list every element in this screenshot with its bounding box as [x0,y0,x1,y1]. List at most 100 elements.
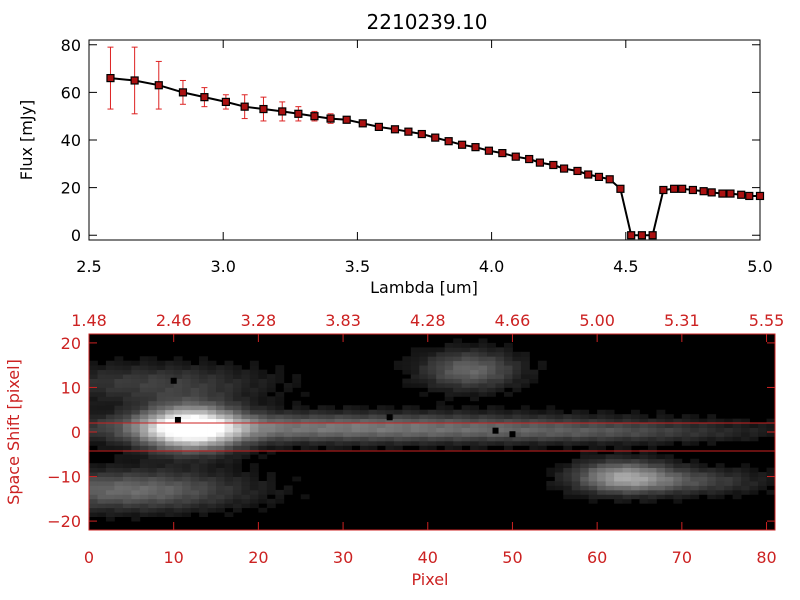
heatmap-cell [487,360,496,366]
heatmap-cell [503,436,513,442]
heatmap-cell [300,391,310,397]
heatmap-cell [478,423,488,428]
heatmap-cell [580,436,590,442]
heatmap-cell [503,440,513,446]
heatmap-cell [647,423,657,428]
image-top-tick-label: 3.28 [241,311,277,330]
heatmap-cell [444,418,454,424]
image-y-tick-label: −10 [47,468,81,487]
heatmap-cell [588,440,598,446]
heatmap-cell [622,432,632,437]
heatmap-cell [487,423,496,428]
heatmap-cell [673,481,683,486]
heatmap-cell [199,356,208,362]
heatmap-cell [503,427,513,433]
heatmap-cell [461,369,471,375]
heatmap-cell [182,454,192,460]
heatmap-cell [766,467,776,473]
heatmap-cell [410,360,420,366]
heatmap-cell [224,472,234,477]
heatmap-cell [207,409,217,415]
heatmap-cell [478,436,488,442]
heatmap-cell [393,423,403,428]
bad-pixel [386,414,393,421]
heatmap-cell [470,409,479,415]
heatmap-cell [351,414,361,420]
heatmap-cell [427,409,437,415]
heatmap-cell [122,476,132,482]
heatmap-cell [478,351,488,357]
heatmap-cell [402,423,412,428]
heatmap-cell [199,503,208,509]
heatmap-cell [266,378,276,384]
heatmap-cell [148,463,158,469]
heatmap-cell [639,494,649,500]
heatmap-cell [487,440,496,446]
heatmap-cell [105,467,115,473]
heatmap-cell [707,467,717,473]
heatmap-cell [156,436,166,442]
data-point [605,175,614,184]
heatmap-cell [190,400,200,406]
heatmap-cell [470,365,479,371]
heatmap-cell [139,512,149,518]
heatmap-cell [165,400,175,406]
heatmap-cell [89,489,98,495]
heatmap-cell [258,396,268,402]
heatmap-cell [673,423,683,428]
heatmap-cell [122,472,132,477]
heatmap-cell [758,472,767,477]
heatmap-cell [393,414,403,420]
spectrum-x-tick-label: 3.0 [210,257,235,276]
heatmap-cell [232,432,242,437]
heatmap-cell [724,432,734,437]
heatmap-cell [749,476,759,482]
heatmap-cell [224,383,234,388]
heatmap-cell [563,414,573,420]
heatmap-cell [292,427,302,433]
heatmap-cell [427,378,437,384]
heatmap-cell [283,432,293,437]
heatmap-cell [224,432,234,437]
heatmap-cell [139,485,149,491]
data-point [154,81,163,90]
heatmap-cell [461,418,471,424]
heatmap-cell [148,489,158,495]
heatmap-cell [216,481,225,486]
heatmap-cell [292,432,302,437]
image-top-tick-label: 5.31 [664,311,700,330]
heatmap-cell [275,374,285,379]
heatmap-cell [461,423,471,428]
heatmap-cell [554,481,564,486]
heatmap-cell [385,440,395,446]
heatmap-cell [148,512,158,518]
heatmap-cell [334,432,344,437]
heatmap-cell [444,378,454,384]
heatmap-cell [639,432,649,437]
heatmap-cell [588,481,598,486]
heatmap-cell [453,436,463,442]
heatmap-cell [334,414,344,420]
heatmap-cell [97,414,107,420]
heatmap-cell [190,472,200,477]
heatmap-cell [487,405,496,411]
heatmap-cell [156,414,166,420]
heatmap-cell [165,494,175,500]
heatmap-cell [122,378,132,384]
heatmap-cell [241,481,251,486]
heatmap-cell [105,485,115,491]
heatmap-cell [546,436,556,442]
heatmap-cell [190,378,200,384]
heatmap-cell [114,454,124,460]
heatmap-cell [410,440,420,446]
heatmap-cell [139,481,149,486]
heatmap-cell [656,423,666,428]
heatmap-cell [368,432,378,437]
heatmap-cell [639,436,649,442]
heatmap-cell [89,369,98,375]
heatmap-cell [182,360,192,366]
heatmap-cell [487,365,496,371]
heatmap-cell [199,449,208,455]
heatmap-cell [156,507,166,513]
heatmap-cell [766,476,776,482]
